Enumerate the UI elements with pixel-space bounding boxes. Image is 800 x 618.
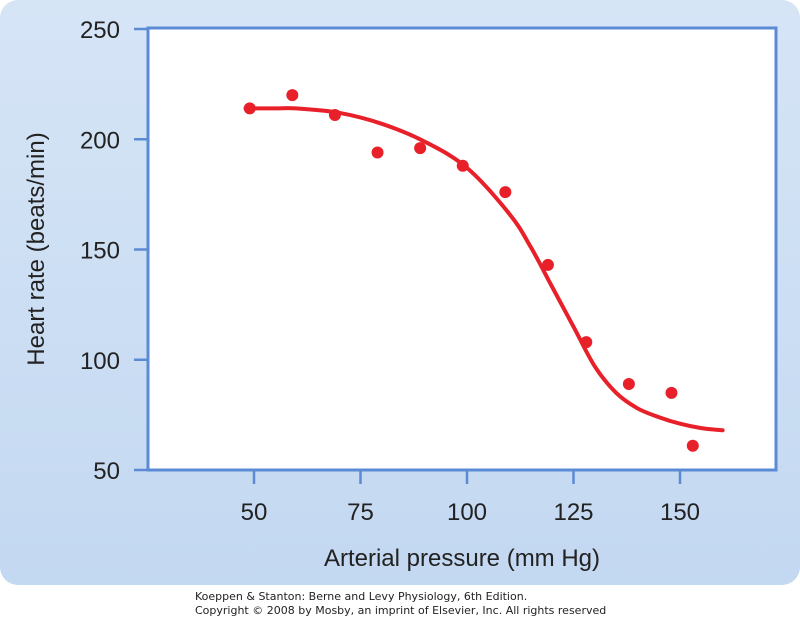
data-point-4 bbox=[371, 146, 384, 159]
x-tick-label-100: 100 bbox=[447, 499, 487, 526]
x-tick-label-50: 50 bbox=[241, 499, 268, 526]
data-point-6 bbox=[456, 159, 469, 172]
data-points bbox=[243, 89, 699, 452]
tick-labels: 50 75 100 125 150 50 100 150 200 250 bbox=[80, 17, 700, 526]
data-point-8 bbox=[541, 258, 554, 271]
data-point-1 bbox=[243, 102, 256, 115]
x-tick-label-150: 150 bbox=[660, 499, 700, 526]
credit-line-2: Copyright © 2008 by Mosby, an imprint of… bbox=[195, 604, 607, 617]
x-axis-title: Arterial pressure (mm Hg) bbox=[324, 545, 600, 572]
y-tick-label-200: 200 bbox=[80, 127, 120, 154]
data-point-11 bbox=[665, 386, 678, 399]
figure-credit: Koeppen & Stanton: Berne and Levy Physio… bbox=[195, 590, 606, 618]
y-tick-label-150: 150 bbox=[80, 238, 120, 265]
credit-line-1: Koeppen & Stanton: Berne and Levy Physio… bbox=[195, 590, 528, 603]
data-point-12 bbox=[686, 439, 699, 452]
data-point-7 bbox=[499, 186, 512, 199]
data-point-10 bbox=[622, 378, 635, 391]
y-tick-label-50: 50 bbox=[93, 458, 120, 485]
y-axis-title: Heart rate (beats/min) bbox=[23, 132, 50, 365]
y-tick-label-250: 250 bbox=[80, 17, 120, 44]
data-point-2 bbox=[286, 89, 299, 102]
x-tick-label-125: 125 bbox=[553, 499, 593, 526]
heart-rate-chart: 50 75 100 125 150 50 100 150 200 250 Arterial pre… bbox=[23, 17, 778, 572]
data-point-5 bbox=[414, 142, 427, 155]
y-tick-label-100: 100 bbox=[80, 348, 120, 375]
data-point-9 bbox=[580, 336, 593, 349]
axis-ticks bbox=[134, 27, 682, 484]
plot-area bbox=[146, 26, 778, 472]
x-tick-label-75: 75 bbox=[347, 499, 374, 526]
data-point-3 bbox=[328, 108, 341, 121]
